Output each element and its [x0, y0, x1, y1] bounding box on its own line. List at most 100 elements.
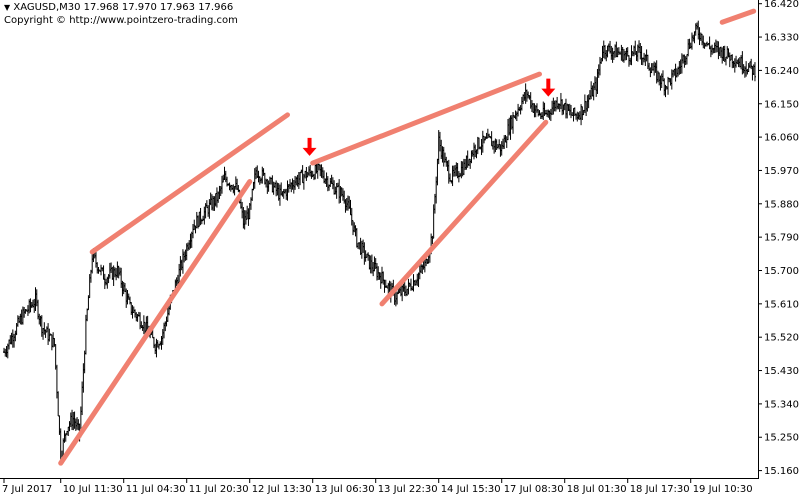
ohlc-bar [503, 135, 506, 149]
ohlc-bar [364, 250, 367, 262]
ohlc-bar [277, 183, 280, 201]
ohlc-bar [595, 77, 598, 97]
ohlc-bar [324, 178, 327, 185]
ohlc-bar [568, 103, 571, 116]
ohlc-bar [401, 285, 404, 302]
ohlc-bar [355, 228, 358, 248]
ohlc-bar [311, 170, 314, 178]
ohlc-bar [103, 273, 106, 290]
ohlc-bar [262, 168, 265, 176]
ohlc-bar [14, 330, 17, 342]
ohlc-bar [604, 45, 607, 60]
ohlc-bar [724, 56, 727, 66]
ohlc-bar [297, 172, 300, 190]
ohlc-bar [722, 46, 725, 62]
ohlc-bar [135, 312, 138, 322]
price-tick-label: 15.340 [764, 399, 799, 410]
ohlc-bar [435, 176, 438, 204]
ohlc-bar [178, 263, 181, 284]
ohlc-bar [200, 218, 203, 225]
ohlc-bar [388, 280, 391, 293]
ohlc-bar [64, 433, 67, 442]
ohlc-bar [509, 115, 512, 140]
ohlc-bar [241, 201, 244, 219]
ohlc-bar [524, 83, 527, 104]
ohlc-bar [139, 312, 142, 330]
ohlc-bar [486, 128, 489, 139]
ohlc-bar [464, 159, 467, 171]
ohlc-bar [644, 54, 647, 66]
ohlc-bar [617, 47, 620, 55]
ohlc-bar [466, 150, 469, 168]
ohlc-bar [465, 155, 468, 170]
ohlc-bar [381, 266, 383, 284]
ohlc-bar [331, 177, 334, 190]
ohlc-bar [552, 97, 555, 115]
ohlc-bar [535, 103, 538, 113]
ohlc-bar [701, 33, 704, 46]
ohlc-bar [260, 177, 263, 184]
ohlc-bar [462, 158, 465, 176]
ohlc-bar [562, 104, 565, 115]
price-tick-label: 15.790 [764, 233, 799, 244]
ohlc-bar [495, 139, 498, 150]
ohlc-bar [563, 102, 566, 111]
ohlc-bar [751, 65, 754, 81]
ohlc-bar [336, 182, 339, 188]
ohlc-bar [559, 92, 562, 110]
ohlc-bar [142, 315, 145, 335]
ohlc-bar [621, 46, 624, 62]
time-tick-label: 12 Jul 13:30 [252, 484, 312, 495]
ohlc-bar [47, 323, 50, 345]
ohlc-bar [592, 82, 595, 101]
ohlc-bar [242, 207, 245, 229]
trendline [379, 119, 549, 307]
ohlc-bar [115, 268, 118, 281]
ohlc-bar [612, 51, 615, 60]
ohlc-bar [271, 175, 274, 193]
ohlc-bar [354, 225, 357, 237]
ohlc-bar [575, 113, 578, 120]
ohlc-bar [421, 264, 424, 274]
ohlc-bar [520, 96, 523, 111]
price-tick-label: 16.240 [764, 66, 799, 77]
ohlc-bar [702, 35, 705, 49]
ohlc-bar [52, 332, 55, 348]
ohlc-bar [305, 166, 308, 181]
ohlc-bar [357, 242, 360, 249]
ohlc-bar [500, 141, 503, 156]
ohlc-bar [634, 40, 637, 55]
ohlc-bar [514, 110, 517, 120]
ohlc-bar [112, 265, 115, 286]
ohlc-bar [338, 179, 341, 204]
ohlc-bar [16, 315, 19, 327]
ohlc-bar [156, 340, 159, 348]
ohlc-bar [74, 418, 77, 431]
ohlc-bar [731, 54, 734, 69]
ohlc-bar [213, 196, 216, 211]
ohlc-bar [195, 211, 198, 229]
ohlc-bar [111, 266, 114, 280]
ohlc-bar [276, 182, 279, 196]
ohlc-bar [219, 185, 222, 197]
ohlc-bar [198, 211, 201, 227]
time-tick-label: 7 Jul 2017 [2, 484, 52, 495]
ohlc-bar [220, 175, 223, 194]
ohlc-bar [319, 164, 322, 177]
ohlc-bar [121, 280, 124, 297]
ohlc-bar [738, 57, 741, 68]
ohlc-bar [470, 150, 473, 164]
ohlc-bar [285, 188, 288, 200]
ohlc-bar [116, 261, 119, 278]
ohlc-bar [113, 267, 116, 278]
ohlc-bar [620, 44, 623, 61]
ohlc-bar [120, 267, 123, 288]
ohlc-bar [597, 64, 600, 78]
ohlc-bar [561, 99, 564, 116]
ohlc-bar [512, 112, 515, 134]
collapse-triangle-icon[interactable]: ▼ [4, 3, 11, 12]
ohlc-bar [190, 231, 193, 248]
ohlc-bar [640, 46, 643, 65]
ohlc-bar [21, 306, 24, 325]
